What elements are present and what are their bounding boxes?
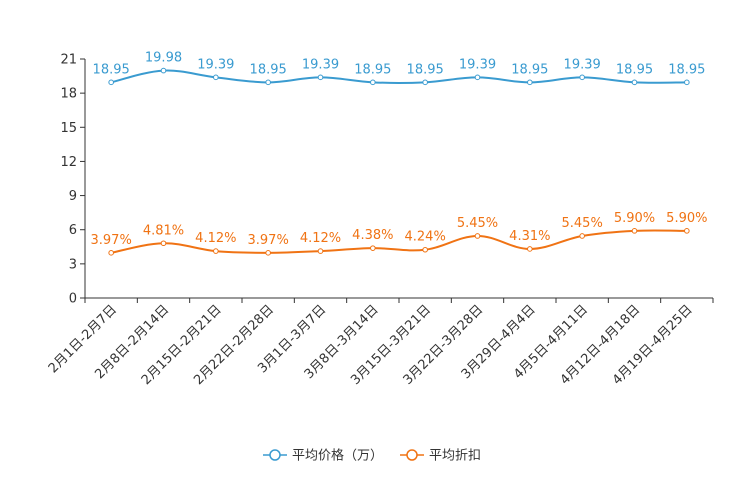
data-point[interactable] [527,246,533,252]
data-point[interactable] [422,246,428,253]
series-2: 3.97% 4.81% 4.12% 3.97% 4.12% 4.38% 4.24% 5.45%… [91,211,707,256]
series-layer: 18.95 19.98 19.39 18.95 19.39 18.95 18.95 19.39… [91,51,707,256]
y-tick-label: 6 [69,223,77,238]
data-label: 5.45% [457,216,498,231]
y-axis: 0 3 6 9 12 15 18 21 [60,53,86,307]
data-label: 19.39 [459,57,496,72]
legend-marker-icon [269,449,281,461]
data-label: 3.97% [248,233,289,248]
x-axis: 2月1日-2月7日2月8日-2月14日2月15日-2月21日2月22日-2月28… [46,297,714,388]
data-point[interactable] [108,79,114,86]
data-label: 3.97% [91,233,132,248]
data-label: 18.95 [354,62,391,77]
data-label: 5.90% [666,211,707,226]
data-point[interactable] [474,74,481,81]
data-label: 19.39 [197,57,234,72]
data-point[interactable] [370,245,376,251]
y-tick-label: 3 [69,257,77,272]
legend[interactable]: 平均价格（万） 平均折扣 [263,448,481,464]
data-label: 18.95 [93,62,130,77]
data-point[interactable] [631,228,638,234]
data-label: 19.39 [564,57,601,72]
y-tick-label: 21 [60,53,77,68]
data-label: 18.95 [668,62,705,77]
data-label: 4.38% [352,228,393,243]
series-line [110,69,687,85]
data-point[interactable] [579,233,585,239]
legend-label: 平均价格（万） [292,448,383,464]
data-label: 18.95 [616,62,653,77]
data-point[interactable] [684,79,690,86]
data-label: 4.31% [509,229,550,244]
legend-marker-icon [406,449,418,461]
series-1: 18.95 19.98 19.39 18.95 19.39 18.95 18.95 19.39… [93,51,705,86]
data-label: 18.95 [407,62,444,77]
series-line [110,229,687,254]
data-label: 5.90% [614,211,655,226]
y-tick-label: 15 [60,121,77,136]
data-label: 5.45% [562,216,603,231]
data-point[interactable] [265,79,271,86]
data-label: 18.95 [250,62,287,77]
data-point[interactable] [579,74,585,81]
data-point[interactable] [684,228,690,234]
y-tick-label: 12 [60,155,77,170]
data-point[interactable] [160,67,167,74]
data-point[interactable] [422,79,428,86]
legend-item-1[interactable]: 平均价格（万） [263,448,383,464]
data-label: 4.12% [195,231,236,246]
data-label: 4.12% [300,231,341,246]
data-label: 19.98 [145,51,182,66]
data-label: 19.39 [302,57,339,72]
legend-item-2[interactable]: 平均折扣 [400,449,481,464]
data-label: 18.95 [511,62,548,77]
data-point[interactable] [370,79,376,86]
data-point[interactable] [108,250,114,256]
data-point[interactable] [317,248,324,254]
data-label: 4.24% [405,230,446,245]
data-point[interactable] [265,250,271,256]
data-point[interactable] [474,233,481,239]
y-tick-label: 0 [69,292,77,307]
data-point[interactable] [213,74,219,81]
data-point[interactable] [527,79,533,86]
data-label: 4.81% [143,223,184,238]
data-point[interactable] [160,240,167,247]
data-point[interactable] [213,248,219,254]
y-tick-label: 9 [69,189,77,204]
data-point[interactable] [631,79,638,86]
y-tick-label: 18 [60,87,77,102]
legend-label: 平均折扣 [429,449,481,464]
data-point[interactable] [317,74,324,81]
